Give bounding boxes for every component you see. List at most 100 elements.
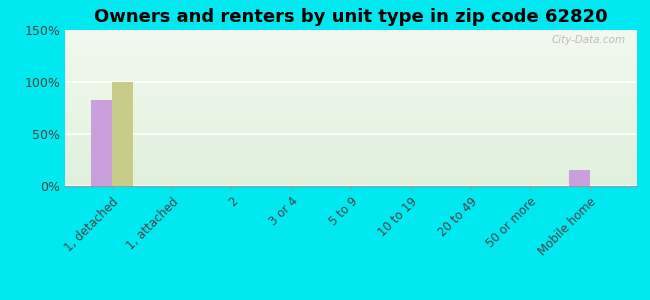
Bar xyxy=(65,171,637,172)
Bar xyxy=(65,162,637,163)
Bar xyxy=(65,82,637,83)
Bar xyxy=(65,174,637,175)
Bar xyxy=(112,82,133,186)
Bar xyxy=(65,89,637,90)
Bar xyxy=(65,53,637,54)
Bar xyxy=(65,166,637,167)
Bar xyxy=(65,173,637,174)
Bar xyxy=(65,47,637,48)
Bar xyxy=(65,80,637,81)
Bar xyxy=(65,129,637,130)
Bar xyxy=(65,93,637,94)
Bar xyxy=(65,44,637,45)
Bar xyxy=(65,34,637,35)
Bar xyxy=(65,157,637,158)
Bar xyxy=(65,31,637,32)
Bar xyxy=(65,107,637,108)
Text: City-Data.com: City-Data.com xyxy=(551,35,625,45)
Bar xyxy=(65,138,637,139)
Bar xyxy=(65,76,637,77)
Bar xyxy=(65,164,637,165)
Bar xyxy=(65,74,637,75)
Bar xyxy=(65,88,637,89)
Bar xyxy=(65,75,637,76)
Bar xyxy=(65,176,637,177)
Bar xyxy=(569,170,590,186)
Bar xyxy=(65,57,637,58)
Bar xyxy=(65,111,637,112)
Bar xyxy=(65,65,637,66)
Bar xyxy=(65,108,637,109)
Bar xyxy=(65,137,637,138)
Bar xyxy=(65,152,637,153)
Bar xyxy=(65,71,637,72)
Bar xyxy=(65,183,637,184)
Bar xyxy=(65,84,637,85)
Bar xyxy=(65,113,637,114)
Bar xyxy=(65,56,637,57)
Bar xyxy=(65,119,637,120)
Bar xyxy=(65,131,637,132)
Bar xyxy=(65,59,637,60)
Bar xyxy=(65,45,637,46)
Bar xyxy=(65,146,637,147)
Bar xyxy=(65,155,637,156)
Bar xyxy=(65,102,637,103)
Bar xyxy=(65,143,637,144)
Bar xyxy=(65,141,637,142)
Bar xyxy=(65,33,637,34)
Bar xyxy=(65,81,637,82)
Bar xyxy=(65,97,637,98)
Bar xyxy=(65,66,637,67)
Bar xyxy=(65,120,637,121)
Bar xyxy=(65,52,637,53)
Bar xyxy=(65,95,637,96)
Bar xyxy=(65,83,637,84)
Bar xyxy=(65,116,637,117)
Bar xyxy=(65,147,637,148)
Bar xyxy=(65,67,637,68)
Bar xyxy=(65,70,637,71)
Bar xyxy=(65,163,637,164)
Bar xyxy=(65,132,637,133)
Bar xyxy=(65,92,637,93)
Bar xyxy=(65,170,637,171)
Bar xyxy=(65,85,637,86)
Bar xyxy=(65,177,637,178)
Bar xyxy=(65,123,637,124)
Bar xyxy=(65,60,637,61)
Bar xyxy=(65,151,637,152)
Bar xyxy=(65,73,637,74)
Bar xyxy=(65,156,637,157)
Bar xyxy=(65,145,637,146)
Bar xyxy=(65,38,637,39)
Bar xyxy=(65,63,637,64)
Bar xyxy=(65,49,637,50)
Bar xyxy=(65,101,637,102)
Bar xyxy=(65,172,637,173)
Bar xyxy=(65,37,637,38)
Bar xyxy=(65,126,637,127)
Bar xyxy=(65,136,637,137)
Bar xyxy=(65,46,637,47)
Bar xyxy=(65,144,637,145)
Title: Owners and renters by unit type in zip code 62820: Owners and renters by unit type in zip c… xyxy=(94,8,608,26)
Bar xyxy=(65,100,637,101)
Bar xyxy=(65,127,637,128)
Bar xyxy=(65,87,637,88)
Bar xyxy=(65,79,637,80)
Bar xyxy=(65,61,637,62)
Bar xyxy=(65,168,637,169)
Bar xyxy=(65,167,637,168)
Bar xyxy=(65,165,637,166)
Bar xyxy=(65,148,637,149)
Bar xyxy=(65,182,637,183)
Bar xyxy=(65,178,637,179)
Bar xyxy=(65,118,637,119)
Bar xyxy=(65,55,637,56)
Bar xyxy=(65,135,637,136)
Bar xyxy=(65,39,637,40)
Bar xyxy=(65,159,637,160)
Bar xyxy=(65,85,637,86)
Bar xyxy=(65,133,637,134)
